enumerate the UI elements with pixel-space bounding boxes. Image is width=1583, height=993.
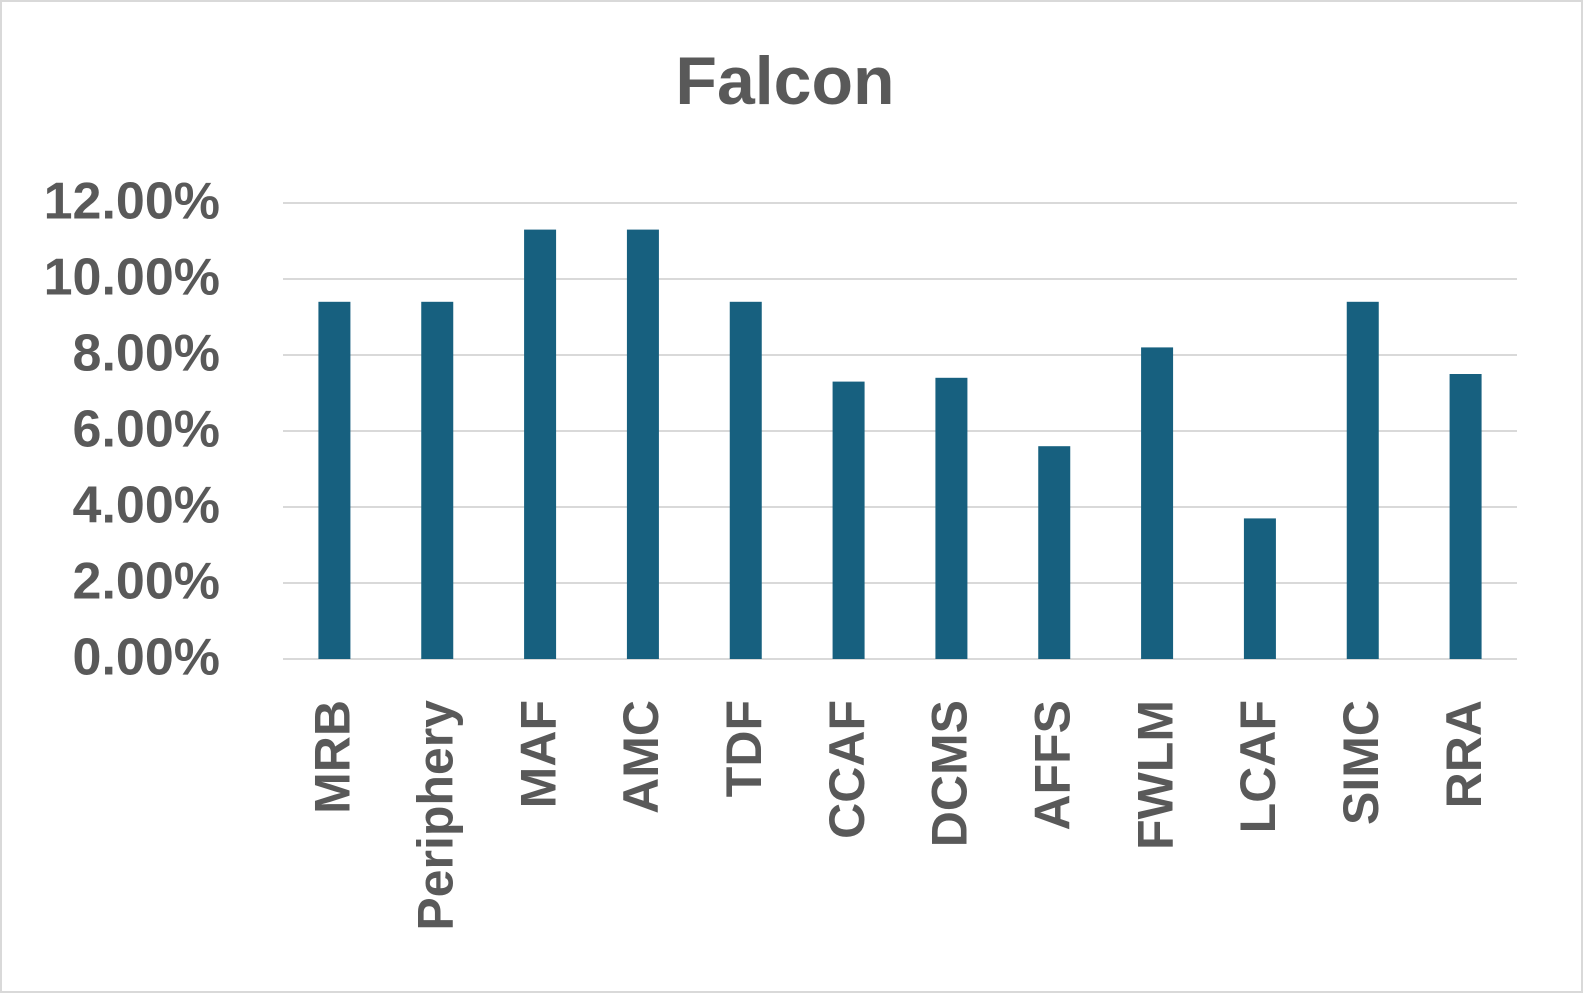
x-tick-label: DCMS xyxy=(922,700,978,847)
bar xyxy=(524,229,557,659)
x-tick-label: Periphery xyxy=(407,700,463,931)
y-tick-label: 10.00% xyxy=(44,249,220,307)
bar xyxy=(421,301,454,659)
x-tick-label: MAF xyxy=(510,700,566,808)
x-tick-label: MRB xyxy=(305,700,361,814)
bar xyxy=(1346,301,1379,659)
bar xyxy=(832,381,865,659)
chart-title: Falcon xyxy=(675,43,894,119)
y-tick-label: 6.00% xyxy=(73,401,220,459)
x-tick-label: TDF xyxy=(716,700,772,797)
x-tick-label: FWLM xyxy=(1127,700,1183,850)
x-tick-label: AFFS xyxy=(1024,700,1080,831)
bar xyxy=(1038,446,1071,659)
x-tick-label: LCAF xyxy=(1230,700,1286,833)
bar xyxy=(1243,518,1276,659)
y-tick-label: 4.00% xyxy=(73,477,220,535)
bar xyxy=(318,301,351,659)
bar xyxy=(935,377,968,659)
x-tick-label: SIMC xyxy=(1333,700,1389,825)
y-tick-label: 8.00% xyxy=(73,325,220,383)
y-tick-label: 2.00% xyxy=(73,553,220,611)
x-tick-label: CCAF xyxy=(819,700,875,839)
y-tick-label: 0.00% xyxy=(73,629,220,687)
bar xyxy=(1449,374,1482,659)
bar xyxy=(729,301,762,659)
x-tick-label: RRA xyxy=(1436,700,1492,808)
x-tick-label: AMC xyxy=(613,700,669,814)
bar xyxy=(1141,347,1174,659)
y-tick-label: 12.00% xyxy=(44,173,220,231)
bar xyxy=(626,229,659,659)
